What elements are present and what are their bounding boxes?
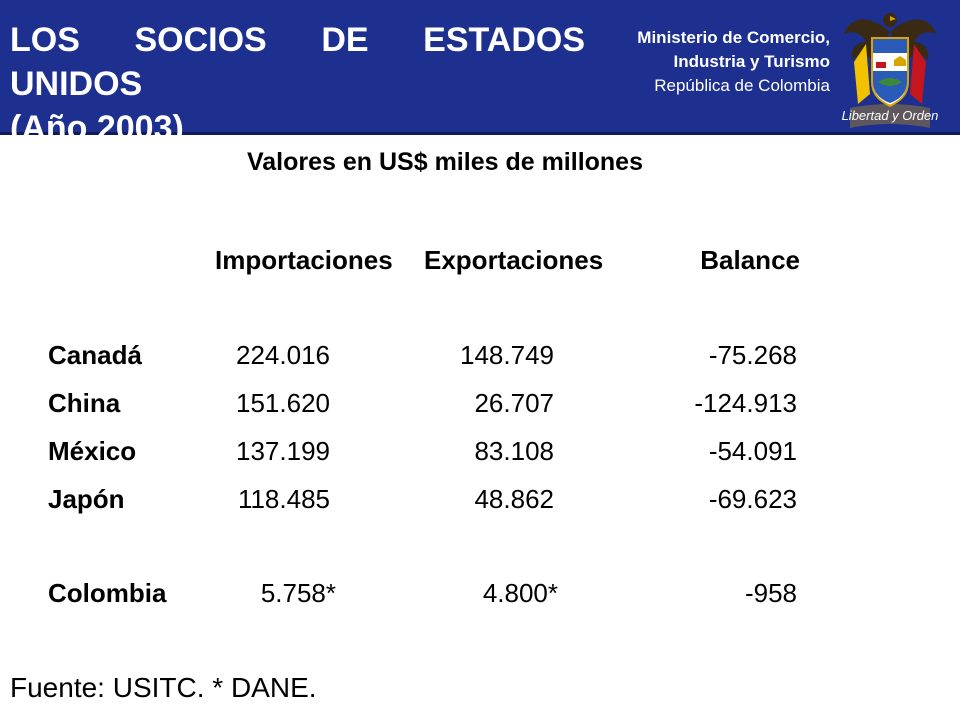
cell-china-balance: -124.913 xyxy=(694,388,797,418)
source-note: Fuente: USITC. * DANE. xyxy=(10,672,317,703)
slide-title-line2: (Año 2003) xyxy=(10,109,184,147)
cell-canada-exports: 148.749 xyxy=(460,340,554,370)
column-header-balance: Balance xyxy=(700,245,800,275)
cell-canada-balance: -75.268 xyxy=(708,340,797,370)
row-label-china: China xyxy=(48,388,121,418)
ministry-line3: República de Colombia xyxy=(654,76,830,95)
row-label-japan: Japón xyxy=(48,484,125,514)
slide-title: LOS SOCIOS DE ESTADOS UNIDOS (Año 2003) xyxy=(10,18,585,150)
row-label-mexico: México xyxy=(48,436,137,466)
ministry-line2: Industria y Turismo xyxy=(673,52,831,71)
cell-japan-exports: 48.862 xyxy=(474,484,554,514)
ministry-block: Ministerio de Comercio, Industria y Turi… xyxy=(570,26,830,98)
cell-mexico-balance: -54.091 xyxy=(708,436,797,466)
coat-of-arms-icon xyxy=(844,13,936,128)
cell-china-imports: 151.620 xyxy=(236,388,330,418)
cell-colombia-balance: -958 xyxy=(744,578,797,608)
slide-title-line1: LOS SOCIOS DE ESTADOS UNIDOS xyxy=(10,21,585,103)
cell-mexico-imports: 137.199 xyxy=(236,436,330,466)
ministry-line1: Ministerio de Comercio, xyxy=(637,28,830,47)
cell-japan-balance: -69.623 xyxy=(708,484,797,514)
column-header-imports: Importaciones xyxy=(215,245,393,275)
emblem-caption: Libertad y Orden xyxy=(841,108,939,123)
cell-colombia-imports: 5.758* xyxy=(260,578,336,608)
table-subtitle: Valores en US$ miles de millones xyxy=(246,148,643,176)
cell-china-exports: 26.707 xyxy=(474,388,554,418)
cell-mexico-exports: 83.108 xyxy=(474,436,554,466)
row-label-canada: Canadá xyxy=(48,340,142,370)
row-label-colombia: Colombia xyxy=(48,578,167,608)
cell-japan-imports: 118.485 xyxy=(237,484,330,514)
header-banner: LOS SOCIOS DE ESTADOS UNIDOS (Año 2003) … xyxy=(0,0,960,147)
column-header-exports: Exportaciones xyxy=(424,245,604,275)
cell-canada-imports: 224.016 xyxy=(236,340,330,370)
cell-colombia-exports: 4.800* xyxy=(482,578,558,608)
